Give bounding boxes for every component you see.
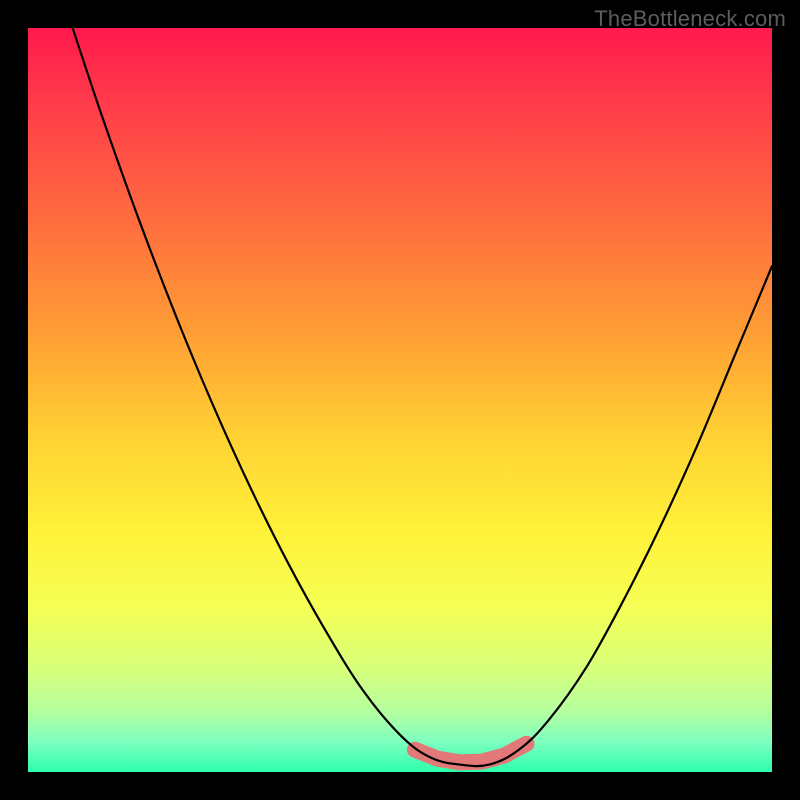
chart-frame: TheBottleneck.com xyxy=(0,0,800,800)
bottleneck-chart xyxy=(0,0,800,800)
watermark-text: TheBottleneck.com xyxy=(594,6,786,32)
